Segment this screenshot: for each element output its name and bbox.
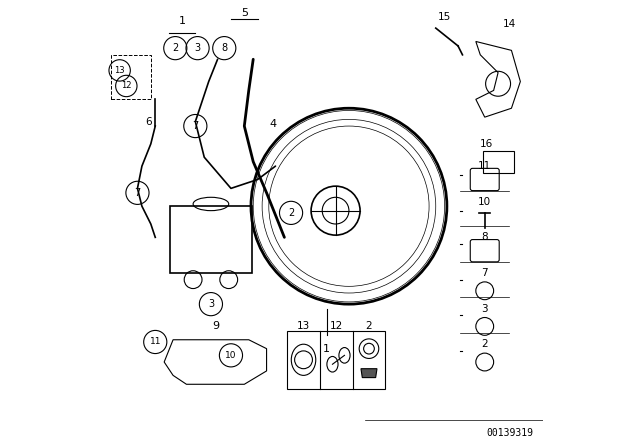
Text: 5: 5 (241, 8, 248, 17)
Text: 16: 16 (480, 139, 493, 149)
Text: 14: 14 (502, 19, 516, 29)
Text: 3: 3 (208, 299, 214, 309)
Text: 8: 8 (481, 233, 488, 242)
Text: 00139319: 00139319 (486, 428, 534, 438)
Text: 2: 2 (481, 339, 488, 349)
Bar (111, 55, 151, 99)
Text: 3: 3 (481, 304, 488, 314)
Text: 6: 6 (145, 116, 152, 127)
Text: 13: 13 (297, 321, 310, 332)
Text: 12: 12 (330, 321, 344, 332)
Text: 7: 7 (192, 121, 198, 131)
Text: 1: 1 (323, 344, 330, 354)
Text: 15: 15 (438, 12, 451, 22)
Text: 12: 12 (121, 82, 132, 90)
Text: 7: 7 (134, 188, 141, 198)
Text: 11: 11 (150, 337, 161, 346)
Text: 13: 13 (115, 66, 125, 75)
Polygon shape (361, 369, 377, 378)
Text: 4: 4 (269, 119, 277, 129)
Text: 2: 2 (172, 43, 179, 53)
Text: 2: 2 (365, 321, 372, 332)
Text: 10: 10 (478, 197, 492, 207)
Text: 1: 1 (179, 17, 186, 26)
Text: 2: 2 (288, 208, 294, 218)
Text: 8: 8 (221, 43, 227, 53)
Text: 10: 10 (225, 351, 237, 360)
Text: 7: 7 (481, 268, 488, 278)
Bar (287, 331, 385, 389)
Text: 9: 9 (212, 321, 219, 332)
Text: 3: 3 (195, 43, 200, 53)
Text: 11: 11 (478, 161, 492, 171)
